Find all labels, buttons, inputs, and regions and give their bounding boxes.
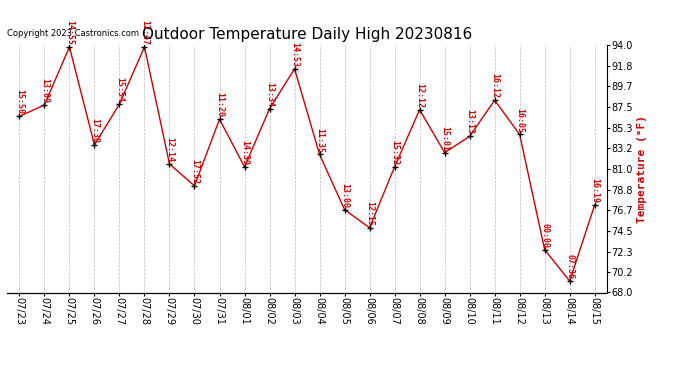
- Text: 11:35: 11:35: [315, 128, 324, 153]
- Text: 15:32: 15:32: [390, 140, 399, 165]
- Text: 13:34: 13:34: [265, 82, 274, 107]
- Text: 12:47: 12:47: [140, 20, 149, 45]
- Text: 12:12: 12:12: [415, 83, 424, 108]
- Text: 12:14: 12:14: [165, 137, 174, 162]
- Title: Outdoor Temperature Daily High 20230816: Outdoor Temperature Daily High 20230816: [142, 27, 472, 42]
- Text: 16:19: 16:19: [590, 178, 599, 203]
- Text: 14:39: 14:39: [240, 140, 249, 165]
- Text: 14:53: 14:53: [290, 42, 299, 67]
- Text: 13:09: 13:09: [40, 78, 49, 103]
- Text: 14:55: 14:55: [65, 20, 74, 45]
- Text: 17:38: 17:38: [90, 118, 99, 143]
- Text: 12:15: 12:15: [365, 201, 374, 226]
- Text: 00:00: 00:00: [540, 223, 549, 248]
- Text: 11:20: 11:20: [215, 92, 224, 117]
- Text: 16:12: 16:12: [490, 73, 499, 98]
- Y-axis label: Temperature (°F): Temperature (°F): [637, 115, 647, 223]
- Text: 15:01: 15:01: [440, 126, 449, 151]
- Text: 16:05: 16:05: [515, 108, 524, 133]
- Text: Copyright 2023 Castronics.com: Copyright 2023 Castronics.com: [7, 28, 139, 38]
- Text: 17:52: 17:52: [190, 159, 199, 184]
- Text: 15:50: 15:50: [15, 90, 24, 114]
- Text: 13:13: 13:13: [465, 110, 474, 135]
- Text: 07:36: 07:36: [565, 254, 574, 279]
- Text: 13:00: 13:00: [340, 183, 349, 208]
- Text: 15:54: 15:54: [115, 77, 124, 102]
